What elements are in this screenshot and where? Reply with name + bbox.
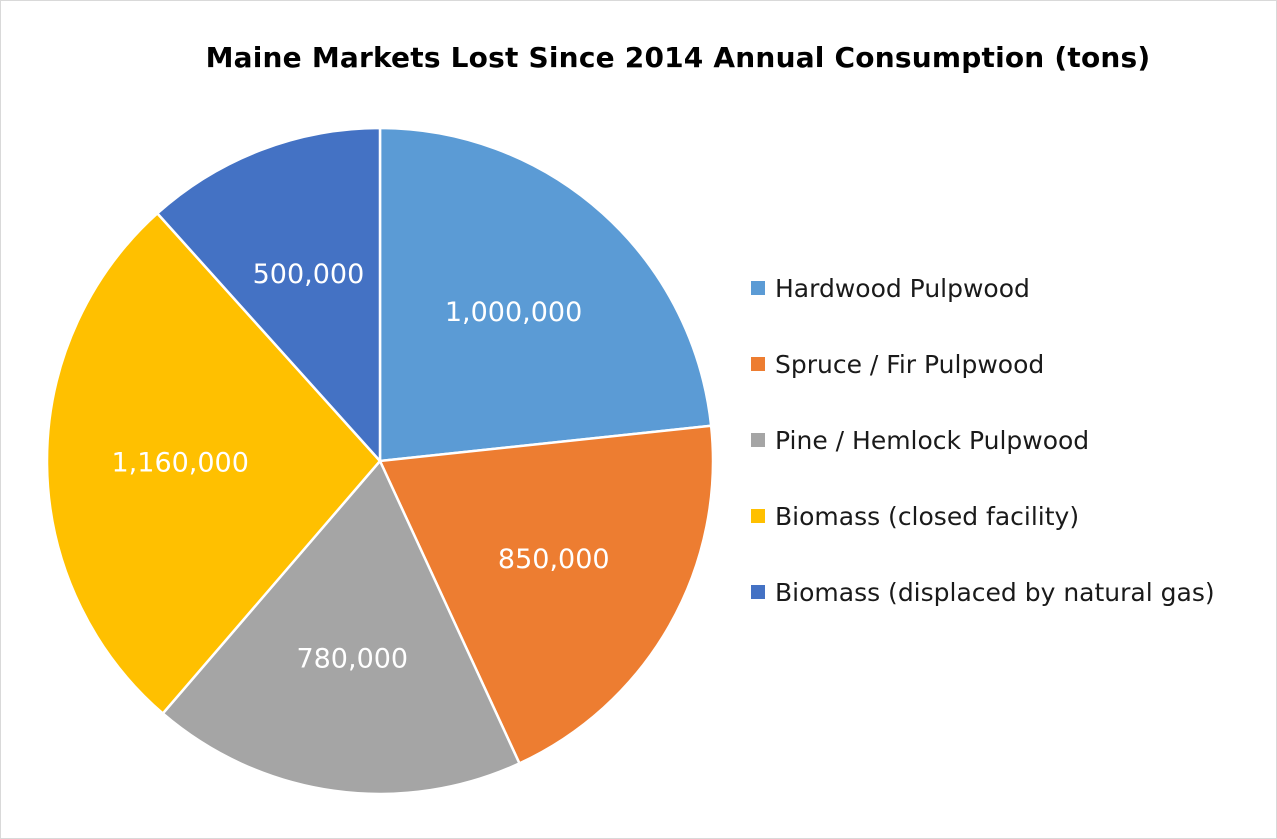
pie-slice-pine-hemlock bbox=[161, 458, 522, 796]
data-label-biomass-closed: 1,160,000 bbox=[112, 448, 249, 479]
legend-swatch bbox=[751, 509, 765, 523]
chart-title: Maine Markets Lost Since 2014 Annual Con… bbox=[205, 41, 1151, 74]
legend-swatch bbox=[751, 433, 765, 447]
legend-label: Spruce / Fir Pulpwood bbox=[775, 349, 1045, 379]
legend-label: Pine / Hemlock Pulpwood bbox=[775, 425, 1090, 455]
data-label-biomass-natural-gas: 500,000 bbox=[253, 259, 365, 290]
legend-swatch bbox=[751, 281, 765, 295]
legend-label: Biomass (closed facility) bbox=[775, 501, 1080, 531]
legend-swatch bbox=[751, 357, 765, 371]
legend-item-pine-hemlock: Pine / Hemlock Pulpwood bbox=[751, 421, 1215, 459]
pie-slice-biomass-natural-gas bbox=[155, 126, 382, 465]
legend-item-biomass-natural-gas: Biomass (displaced by natural gas) bbox=[751, 573, 1215, 611]
legend-label: Biomass (displaced by natural gas) bbox=[775, 577, 1215, 607]
pie-slice-hardwood bbox=[378, 126, 713, 463]
data-label-pine-hemlock: 780,000 bbox=[296, 643, 408, 674]
pie-slice-spruce-fir bbox=[378, 424, 715, 766]
legend-label: Hardwood Pulpwood bbox=[775, 273, 1030, 303]
legend-item-spruce-fir: Spruce / Fir Pulpwood bbox=[751, 345, 1215, 383]
legend-item-biomass-closed: Biomass (closed facility) bbox=[751, 497, 1215, 535]
pie-slice-biomass-closed bbox=[45, 211, 382, 716]
data-label-hardwood: 1,000,000 bbox=[445, 297, 582, 328]
legend-swatch bbox=[751, 585, 765, 599]
data-label-spruce-fir: 850,000 bbox=[498, 544, 610, 575]
legend: Hardwood Pulpwood Spruce / Fir Pulpwood … bbox=[751, 269, 1215, 649]
legend-item-hardwood: Hardwood Pulpwood bbox=[751, 269, 1215, 307]
